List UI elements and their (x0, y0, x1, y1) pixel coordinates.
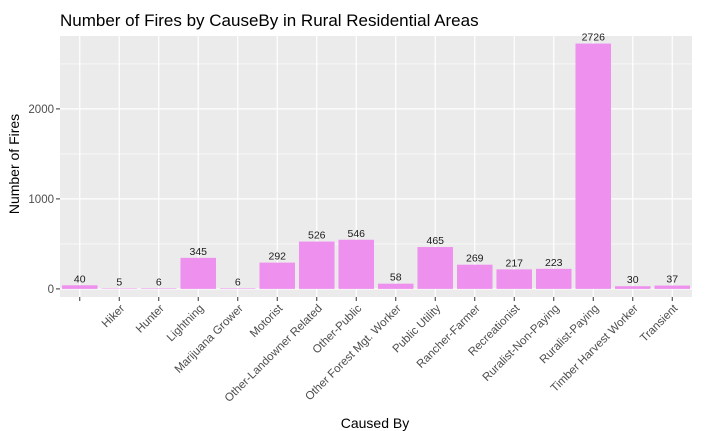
data-label: 465 (426, 235, 444, 247)
data-label: 269 (466, 253, 484, 265)
bars (61, 43, 691, 289)
data-label: 546 (347, 228, 365, 240)
chart-title: Number of Fires by CauseBy in Rural Resi… (60, 11, 479, 30)
y-tick-label: 1000 (28, 194, 54, 206)
bar (140, 288, 177, 289)
bar (417, 247, 454, 289)
bar (259, 262, 296, 289)
data-label: 217 (505, 257, 523, 269)
x-tick-label: Hunter (134, 303, 167, 336)
data-label: 526 (308, 230, 326, 242)
data-label: 58 (390, 272, 402, 284)
bar (456, 264, 493, 289)
bar (219, 288, 256, 289)
x-tick-label: Hiker (100, 303, 128, 331)
x-tick-label: Transient (638, 302, 681, 345)
y-tick-label: 0 (48, 284, 54, 296)
bar (654, 285, 691, 289)
data-label: 37 (666, 274, 678, 286)
bar (298, 241, 335, 289)
data-label: 6 (235, 276, 241, 288)
bar (575, 43, 612, 289)
data-label: 2726 (582, 32, 606, 44)
x-tick-label: Marijuana Grower (173, 303, 246, 376)
data-labels: 40 5 6 345 6 292 526 546 58 465 269 217 223 2726 30 37 (74, 32, 678, 289)
bar (377, 283, 414, 289)
y-axis: 0 1000 2000 (28, 104, 60, 296)
y-axis-title: Number of Fires (6, 114, 22, 214)
x-axis-title: Caused By (341, 415, 409, 431)
x-tick-label: Lightning (165, 303, 206, 344)
y-tick-label: 2000 (28, 104, 54, 116)
data-label: 5 (116, 276, 122, 288)
data-label: 345 (189, 246, 207, 258)
bar (614, 286, 651, 289)
bar (61, 285, 98, 289)
bar (535, 268, 572, 289)
x-tick-label: Ruralist-Non-Paying (481, 303, 562, 384)
data-label: 6 (156, 276, 162, 288)
x-tick-label: Motorist (248, 302, 286, 340)
data-label: 40 (74, 273, 86, 285)
data-label: 292 (268, 251, 286, 263)
data-label: 223 (545, 257, 563, 269)
bar (496, 269, 533, 289)
bar (338, 239, 375, 289)
data-label: 30 (627, 274, 639, 286)
bar (180, 257, 217, 289)
